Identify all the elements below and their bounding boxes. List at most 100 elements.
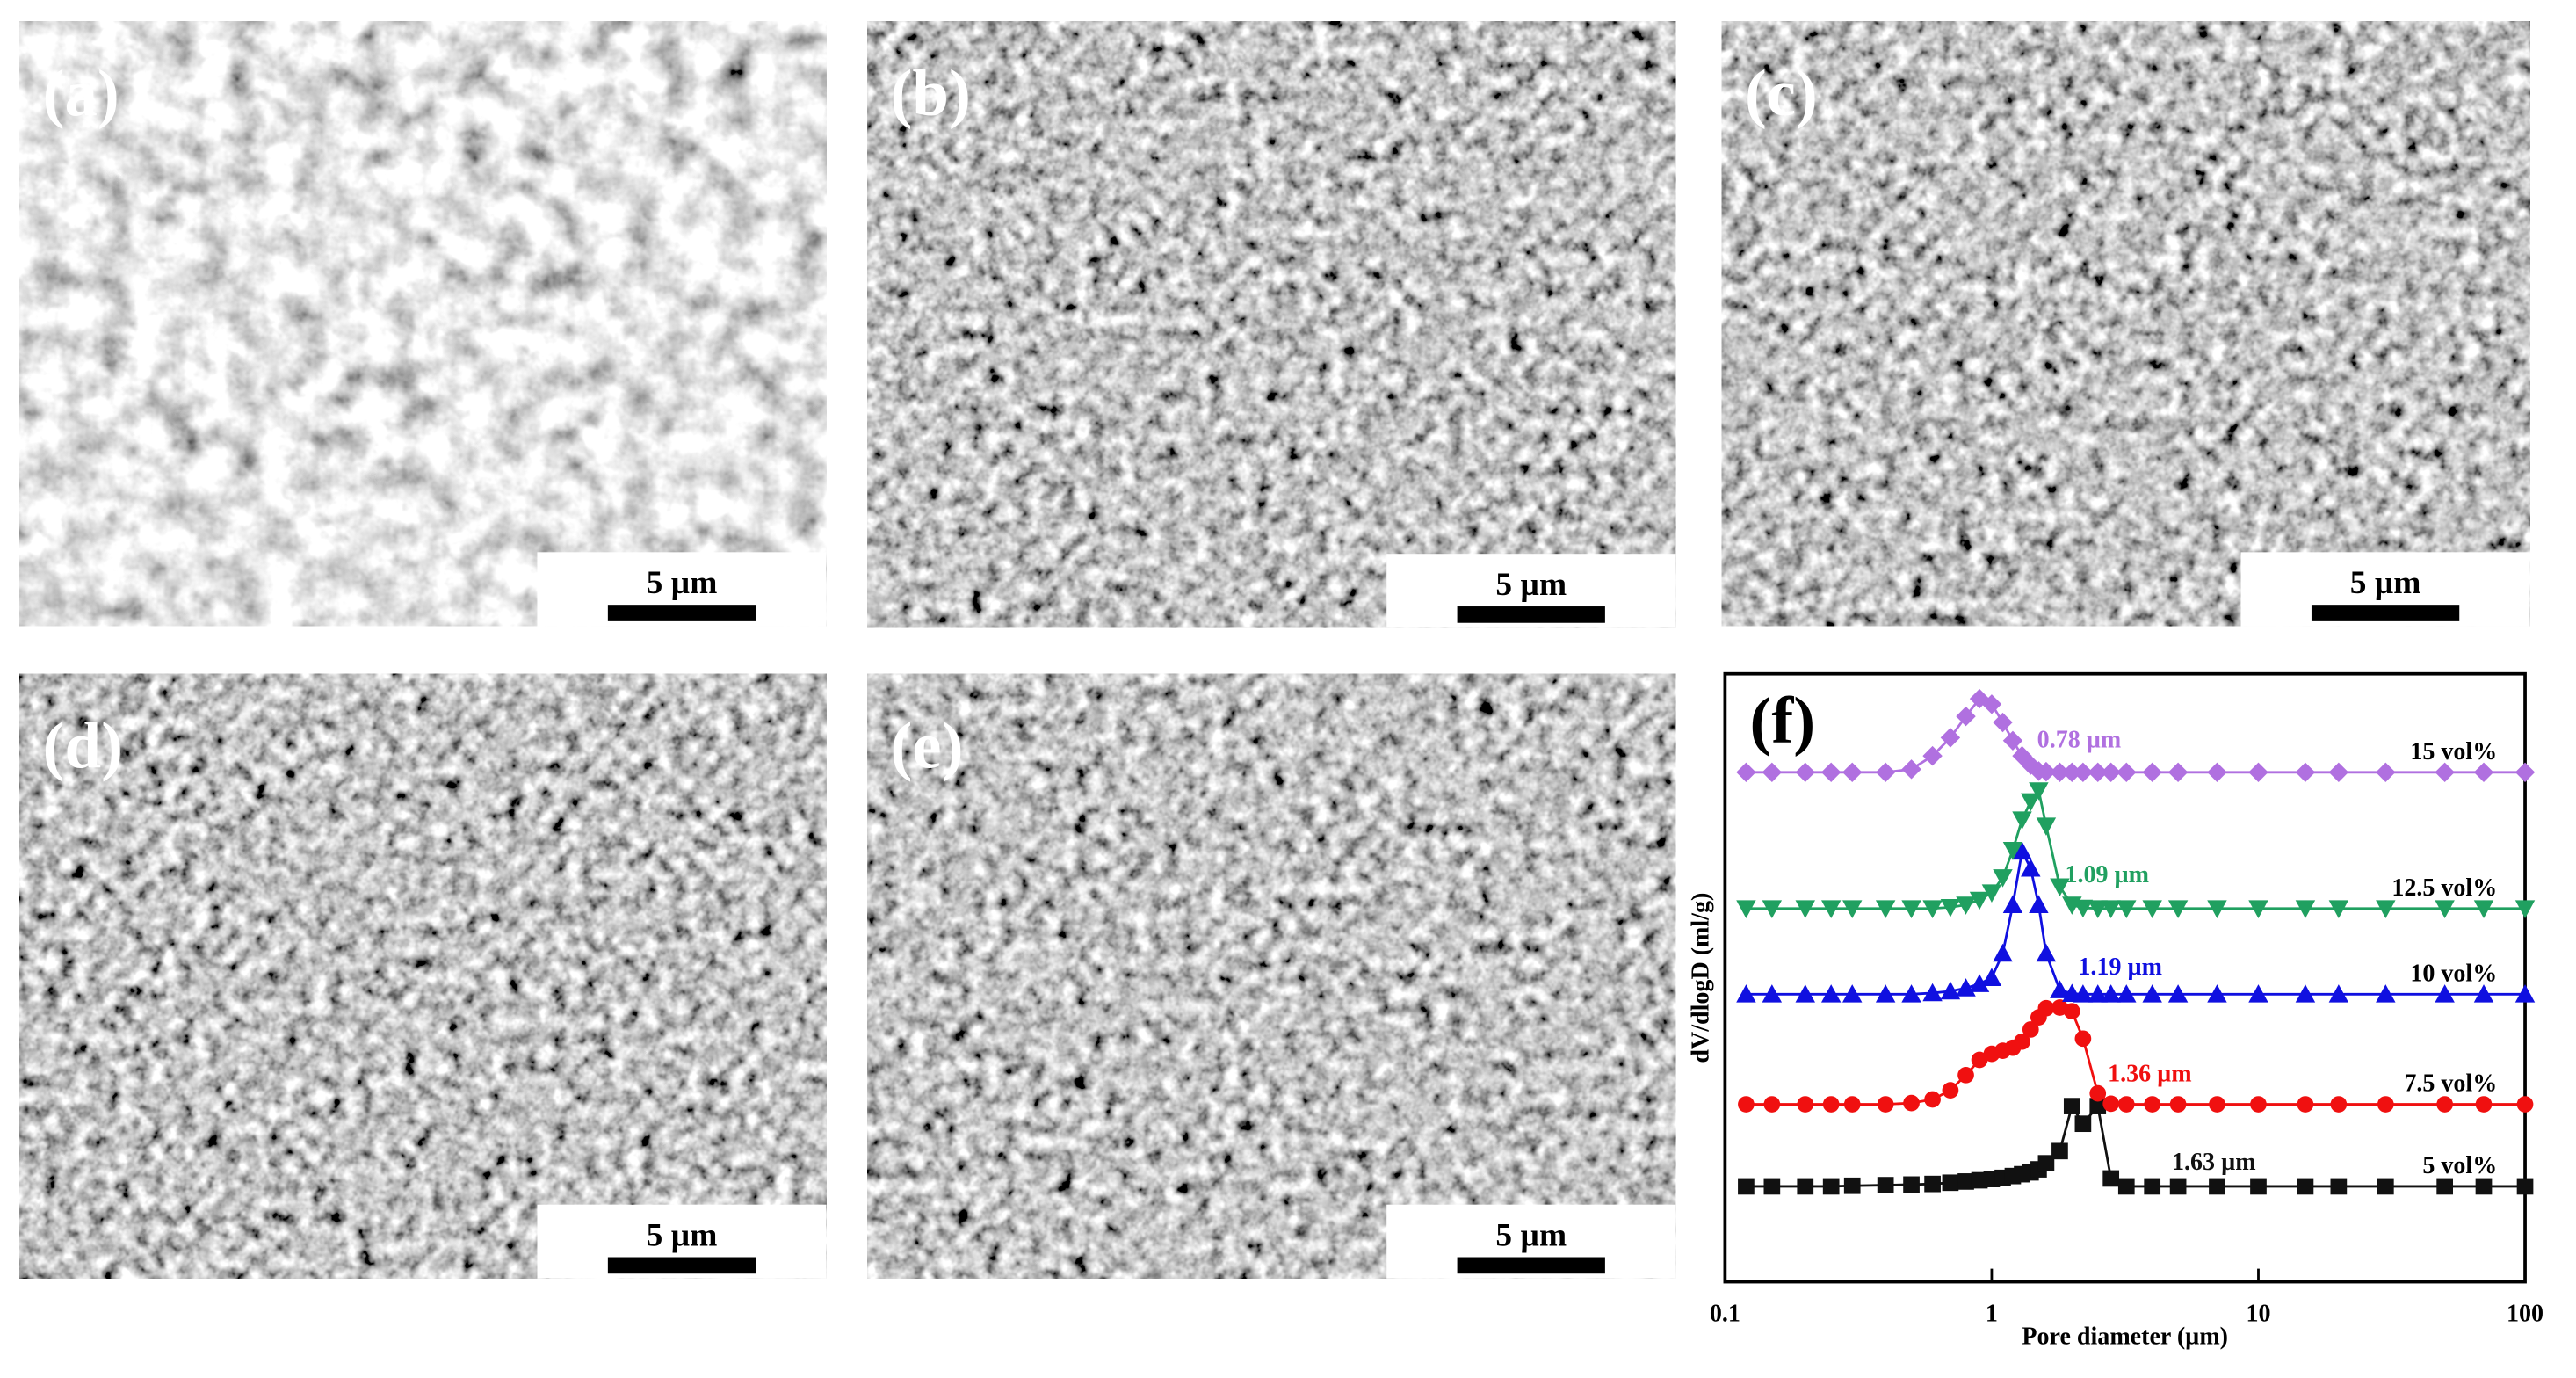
marker — [2088, 762, 2108, 783]
marker — [2002, 730, 2023, 751]
marker — [1969, 891, 1990, 910]
marker — [2167, 984, 2189, 1003]
marker — [2037, 999, 2055, 1017]
marker — [1993, 869, 2013, 888]
marker — [1820, 762, 1842, 783]
marker — [2295, 900, 2316, 918]
marker — [1820, 900, 1842, 918]
marker — [2088, 984, 2108, 1003]
marker — [2102, 1095, 2120, 1113]
marker — [2142, 984, 2162, 1003]
marker — [2297, 1096, 2314, 1113]
marker — [2101, 900, 2121, 918]
marker — [2328, 984, 2349, 1003]
panel-label: (c) — [1745, 57, 1818, 130]
marker — [2014, 1033, 2030, 1050]
marker — [2117, 984, 2137, 1003]
marker — [1762, 984, 1783, 1003]
marker — [2328, 900, 2349, 918]
marker — [2002, 841, 2023, 860]
marker — [1901, 900, 1921, 918]
marker — [1956, 706, 1976, 727]
x-tick-label: 100 — [2507, 1300, 2543, 1327]
marker — [1922, 983, 1943, 1002]
marker — [1981, 884, 2002, 903]
marker — [1971, 1051, 1988, 1069]
peak-label: 1.19 µm — [2078, 954, 2162, 981]
marker — [1903, 1176, 1920, 1193]
marker — [2514, 900, 2536, 918]
scale-bar-label: 5 µm — [647, 1217, 718, 1253]
marker — [2037, 1155, 2055, 1172]
panel-label: (b) — [890, 57, 970, 130]
marker — [1942, 1082, 1959, 1099]
marker — [1875, 762, 1896, 783]
scale-bar — [607, 605, 756, 621]
marker — [2117, 900, 2137, 918]
series-line — [1746, 787, 2526, 910]
x-axis-label: Pore diameter (µm) — [2022, 1324, 2228, 1351]
marker — [2012, 811, 2032, 830]
scale-bar — [607, 1257, 756, 1274]
marker — [2209, 1178, 2225, 1195]
marker — [1924, 1175, 1941, 1193]
marker — [1981, 968, 2002, 986]
marker — [2101, 762, 2121, 783]
marker — [2514, 984, 2536, 1003]
marker — [2012, 841, 2032, 860]
marker — [1842, 984, 1863, 1003]
marker — [1763, 1178, 1781, 1195]
marker — [1736, 762, 1756, 783]
marker — [1763, 1096, 1781, 1113]
marker — [2473, 984, 2494, 1003]
marker — [2209, 1096, 2225, 1113]
marker — [2436, 1178, 2454, 1195]
marker — [2377, 1178, 2394, 1195]
sem-image — [19, 673, 827, 1279]
marker — [2435, 900, 2455, 918]
x-tick-label: 0.1 — [1710, 1300, 1740, 1327]
marker — [1924, 1091, 1941, 1108]
marker — [2376, 900, 2396, 918]
marker — [2376, 762, 2396, 783]
marker — [1822, 1178, 1840, 1195]
marker — [2330, 1096, 2348, 1113]
marker — [1877, 1096, 1894, 1113]
panel-label: (e) — [890, 709, 963, 782]
marker — [2297, 1178, 2314, 1195]
x-tick-label: 10 — [2246, 1300, 2270, 1327]
marker — [2475, 1096, 2493, 1113]
marker — [2516, 1178, 2534, 1195]
marker — [2063, 1003, 2080, 1020]
marker — [1843, 1096, 1861, 1113]
marker — [1940, 899, 1961, 917]
y-axis-label: dV/dlogD (ml/g) — [1688, 893, 1715, 1063]
marker — [2022, 1021, 2039, 1038]
marker — [1762, 762, 1783, 783]
marker — [2036, 817, 2057, 836]
marker — [2021, 858, 2041, 877]
scale-bar-label: 5 µm — [2350, 565, 2421, 601]
series-label: 15 vol% — [2410, 738, 2497, 765]
series-label: 10 vol% — [2410, 960, 2497, 987]
scale-bar-label: 5 µm — [1495, 567, 1567, 603]
marker — [1940, 981, 1961, 1000]
marker — [2073, 899, 2094, 918]
marker — [1875, 900, 1896, 918]
marker — [2029, 895, 2049, 913]
series-line — [1746, 847, 2526, 996]
marker — [2248, 984, 2268, 1003]
marker — [2169, 1096, 2187, 1113]
marker — [2169, 1178, 2187, 1195]
marker — [2167, 900, 2189, 918]
marker — [1843, 1177, 1861, 1194]
marker — [2295, 762, 2316, 783]
marker — [1922, 900, 1943, 918]
marker — [1797, 1096, 1814, 1113]
marker — [2051, 1142, 2068, 1160]
scale-bar — [1457, 1257, 1605, 1274]
peak-label: 1.09 µm — [2065, 861, 2149, 888]
peak-label: 0.78 µm — [2037, 727, 2122, 754]
